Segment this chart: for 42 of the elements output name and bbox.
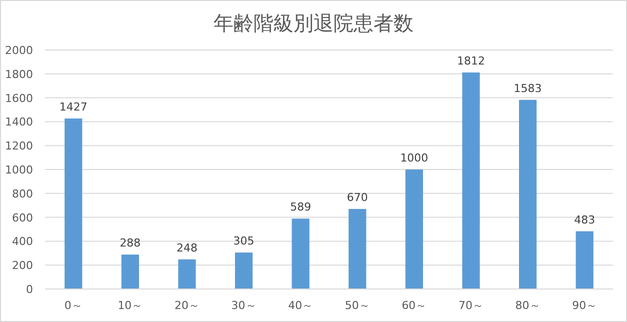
data-label: 483 (574, 213, 596, 226)
bar (178, 259, 196, 289)
x-tick-label: 30～ (231, 299, 256, 312)
x-tick-label: 70～ (458, 299, 484, 312)
chart-title: 年齢階級別退院患者数 (214, 11, 414, 35)
bar (462, 72, 480, 289)
data-label: 1427 (59, 100, 88, 114)
x-tick-label: 90～ (572, 299, 598, 312)
bar (405, 170, 424, 289)
bar (234, 252, 253, 289)
bar (576, 231, 594, 289)
bar (518, 100, 537, 289)
x-tick-label: 20～ (174, 299, 200, 312)
y-tick-label: 400 (12, 235, 33, 248)
data-label: 1812 (457, 54, 485, 68)
y-tick-label: 200 (12, 259, 33, 272)
bar (348, 208, 366, 289)
y-tick-label: 2000 (5, 44, 33, 57)
data-label: 1583 (514, 82, 542, 95)
x-tick-label: 10～ (118, 299, 143, 312)
y-tick-label: 0 (26, 283, 33, 296)
bar (64, 118, 82, 289)
bar (121, 254, 140, 289)
y-tick-label: 800 (12, 187, 33, 200)
y-tick-label: 1800 (5, 68, 33, 81)
x-tick-label: 60～ (402, 299, 427, 312)
data-label: 1000 (400, 152, 428, 164)
data-label: 670 (346, 190, 368, 204)
data-label: 589 (290, 200, 312, 214)
bar (292, 218, 310, 289)
x-tick-label: 50～ (344, 299, 370, 312)
y-tick-label: 1200 (5, 140, 33, 153)
y-tick-label: 600 (12, 211, 33, 224)
y-tick-label: 1400 (5, 116, 33, 129)
data-label: 305 (233, 234, 254, 248)
x-tick-label: 0～ (64, 299, 82, 312)
data-label: 288 (120, 236, 141, 250)
x-tick-label: 40～ (288, 299, 314, 312)
x-tick-label: 80～ (515, 299, 540, 312)
y-tick-label: 1600 (5, 92, 33, 105)
y-tick-label: 1000 (5, 164, 33, 176)
data-label: 248 (176, 241, 198, 254)
